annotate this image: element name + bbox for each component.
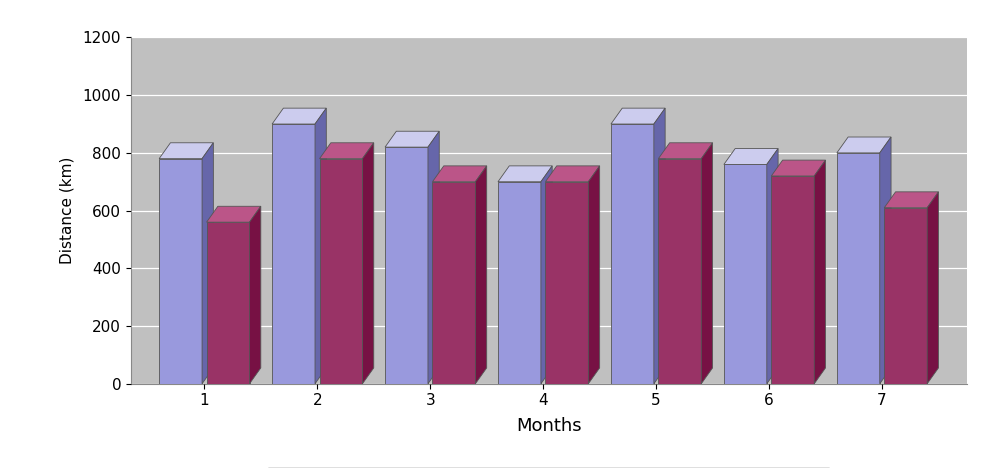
Polygon shape	[498, 182, 541, 384]
Polygon shape	[611, 108, 666, 124]
Polygon shape	[815, 160, 826, 384]
Polygon shape	[498, 166, 552, 182]
Polygon shape	[546, 182, 588, 384]
Polygon shape	[771, 176, 815, 384]
Polygon shape	[385, 147, 428, 384]
Polygon shape	[319, 159, 363, 384]
Polygon shape	[927, 192, 939, 384]
Polygon shape	[202, 143, 213, 384]
Polygon shape	[588, 166, 599, 384]
Polygon shape	[541, 166, 552, 384]
Polygon shape	[724, 164, 766, 384]
Polygon shape	[428, 131, 439, 384]
Polygon shape	[206, 206, 261, 222]
Polygon shape	[611, 124, 654, 384]
Polygon shape	[659, 159, 701, 384]
Polygon shape	[159, 143, 213, 159]
Polygon shape	[250, 206, 261, 384]
Polygon shape	[272, 124, 315, 384]
Polygon shape	[385, 131, 439, 147]
Polygon shape	[659, 143, 713, 159]
X-axis label: Months: Months	[516, 417, 582, 435]
Polygon shape	[272, 108, 326, 124]
Polygon shape	[884, 192, 939, 208]
Polygon shape	[363, 143, 374, 384]
Polygon shape	[837, 153, 880, 384]
Polygon shape	[475, 166, 486, 384]
Y-axis label: Distance (km): Distance (km)	[59, 157, 75, 264]
Polygon shape	[724, 148, 778, 164]
Polygon shape	[766, 148, 778, 384]
Polygon shape	[884, 208, 927, 384]
Polygon shape	[432, 166, 486, 182]
Polygon shape	[315, 108, 326, 384]
Polygon shape	[319, 143, 374, 159]
Polygon shape	[880, 137, 891, 384]
Polygon shape	[701, 143, 713, 384]
Polygon shape	[837, 137, 891, 153]
Polygon shape	[771, 160, 826, 176]
Polygon shape	[206, 222, 250, 384]
Polygon shape	[159, 159, 202, 384]
Polygon shape	[546, 166, 599, 182]
Polygon shape	[432, 182, 475, 384]
Polygon shape	[654, 108, 666, 384]
